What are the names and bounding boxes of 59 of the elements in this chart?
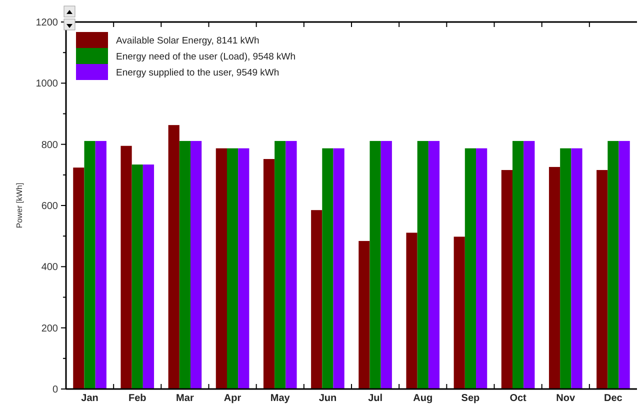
bar [548, 166, 560, 389]
bar [274, 140, 286, 389]
bar [476, 148, 488, 389]
bar [120, 146, 132, 389]
bar [464, 148, 476, 389]
y-tick-label: 200 [41, 323, 58, 334]
bar [311, 210, 322, 389]
x-tick-label: Oct [510, 393, 528, 404]
bar [428, 140, 440, 389]
bar [333, 148, 344, 389]
x-tick-label: Sep [461, 393, 480, 404]
y-tick-label: 800 [41, 140, 58, 151]
x-tick-label: Aug [413, 393, 433, 404]
bar [95, 140, 106, 389]
y-tick-label: 1200 [36, 18, 58, 28]
bar [216, 148, 227, 389]
bar [571, 148, 582, 389]
bar [501, 170, 512, 389]
x-tick-label: Dec [604, 393, 623, 404]
bar [226, 148, 238, 389]
bar [608, 140, 619, 389]
bar [406, 232, 418, 389]
x-tick-label: Mar [176, 393, 194, 404]
legend-label: Energy supplied to the user, 9549 kWh [116, 67, 280, 78]
y-axis-title: Power [kWh] [15, 182, 24, 228]
bar [417, 140, 428, 389]
bar [596, 170, 608, 389]
x-tick-label: Apr [224, 393, 242, 404]
y-tick-label: 1000 [36, 78, 58, 90]
x-tick-label: Nov [556, 393, 576, 404]
bar [322, 148, 334, 389]
bar [263, 159, 275, 389]
bar [190, 140, 202, 389]
bar [512, 140, 524, 389]
bar [358, 240, 370, 389]
x-tick-label: Jun [318, 393, 337, 404]
bar [370, 140, 381, 389]
legend-label: Energy need of the user (Load), 9548 kWh [116, 51, 296, 62]
bar [618, 140, 630, 389]
bar [454, 236, 465, 389]
legend-label: Available Solar Energy, 8141 kWh [116, 35, 260, 46]
bar [380, 140, 392, 389]
bar [524, 140, 535, 389]
x-tick-label: Jul [368, 393, 383, 404]
bar [84, 140, 96, 389]
y-tick-label: 600 [41, 201, 58, 212]
bar [168, 125, 180, 389]
y-tick-label: 400 [41, 262, 58, 274]
bar [132, 164, 143, 389]
bar [179, 140, 191, 389]
x-tick-label: Jan [81, 393, 98, 404]
bar [142, 164, 154, 389]
bar [560, 148, 572, 389]
bar [286, 140, 297, 389]
y-tick-label: 0 [52, 384, 58, 396]
bar [238, 148, 250, 389]
bar [73, 168, 84, 389]
x-tick-label: Feb [128, 393, 146, 404]
x-tick-label: May [270, 393, 290, 404]
